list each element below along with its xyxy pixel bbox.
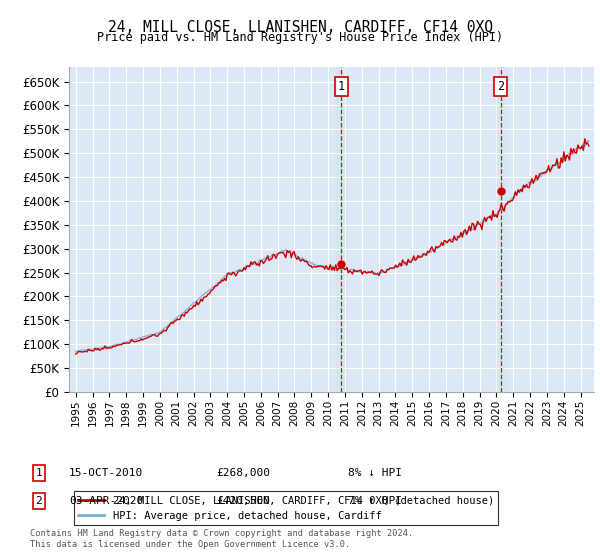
Text: £420,500: £420,500 [216,496,270,506]
Text: 24, MILL CLOSE, LLANISHEN, CARDIFF, CF14 0XQ: 24, MILL CLOSE, LLANISHEN, CARDIFF, CF14… [107,20,493,35]
Text: Contains HM Land Registry data © Crown copyright and database right 2024.
This d: Contains HM Land Registry data © Crown c… [30,529,413,549]
Text: 7% ↑ HPI: 7% ↑ HPI [348,496,402,506]
Text: 8% ↓ HPI: 8% ↓ HPI [348,468,402,478]
Text: 03-APR-2020: 03-APR-2020 [69,496,143,506]
Text: Price paid vs. HM Land Registry's House Price Index (HPI): Price paid vs. HM Land Registry's House … [97,31,503,44]
Text: 1: 1 [338,80,345,93]
Text: 15-OCT-2010: 15-OCT-2010 [69,468,143,478]
Text: 2: 2 [35,496,43,506]
Bar [337,67,346,392]
Bar [496,67,506,392]
Text: 1: 1 [35,468,43,478]
Text: 2: 2 [497,80,504,93]
Legend: 24, MILL CLOSE, LLANISHEN, CARDIFF, CF14 0XQ (detached house), HPI: Average pric: 24, MILL CLOSE, LLANISHEN, CARDIFF, CF14… [74,492,498,525]
Text: £268,000: £268,000 [216,468,270,478]
